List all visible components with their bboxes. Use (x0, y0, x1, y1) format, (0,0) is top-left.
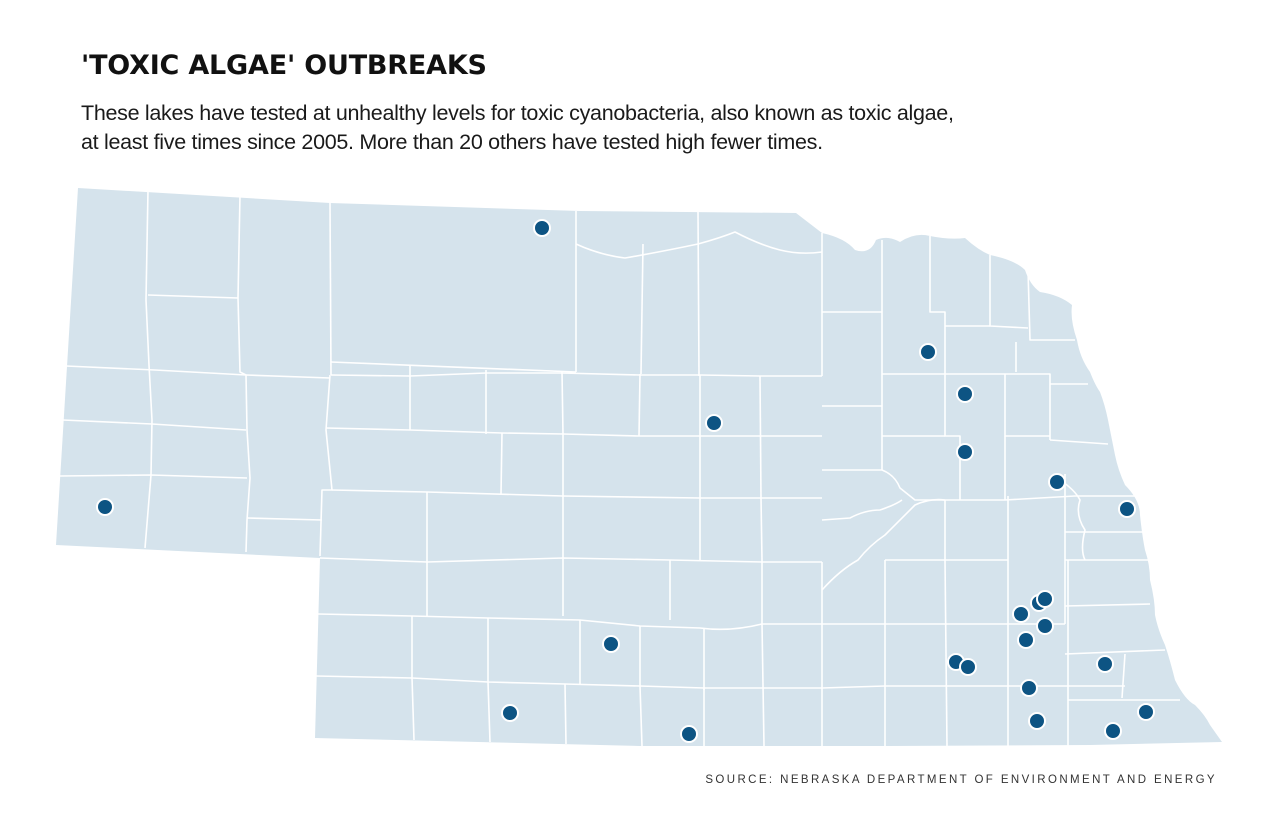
lake-marker[interactable] (533, 219, 551, 237)
lake-marker[interactable] (956, 443, 974, 461)
lake-marker[interactable] (1036, 617, 1054, 635)
lake-marker[interactable] (680, 725, 698, 743)
lake-marker[interactable] (1028, 712, 1046, 730)
lake-marker[interactable] (1118, 500, 1136, 518)
map-subtitle: These lakes have tested at unhealthy lev… (81, 99, 981, 157)
subtitle-line-1: These lakes have tested at unhealthy lev… (81, 101, 954, 125)
lake-marker[interactable] (956, 385, 974, 403)
lake-marker[interactable] (602, 635, 620, 653)
county-lines (59, 189, 1180, 747)
lake-marker[interactable] (1104, 722, 1122, 740)
lake-marker[interactable] (919, 343, 937, 361)
lake-marker[interactable] (1012, 605, 1030, 623)
map-title: 'TOXIC ALGAE' OUTBREAKS (81, 50, 487, 81)
lake-marker[interactable] (1017, 631, 1035, 649)
lake-marker[interactable] (705, 414, 723, 432)
lake-marker[interactable] (1137, 703, 1155, 721)
state-outline (56, 188, 1222, 746)
lake-marker[interactable] (1020, 679, 1038, 697)
lake-marker[interactable] (1048, 473, 1066, 491)
lake-marker[interactable] (959, 658, 977, 676)
lake-marker[interactable] (1096, 655, 1114, 673)
lake-markers (96, 219, 1155, 743)
subtitle-line-2: at least five times since 2005. More tha… (81, 130, 823, 154)
lake-marker[interactable] (1036, 590, 1054, 608)
lake-marker[interactable] (501, 704, 519, 722)
source-note: SOURCE: NEBRASKA DEPARTMENT OF ENVIRONME… (705, 774, 1217, 786)
lake-marker[interactable] (96, 498, 114, 516)
